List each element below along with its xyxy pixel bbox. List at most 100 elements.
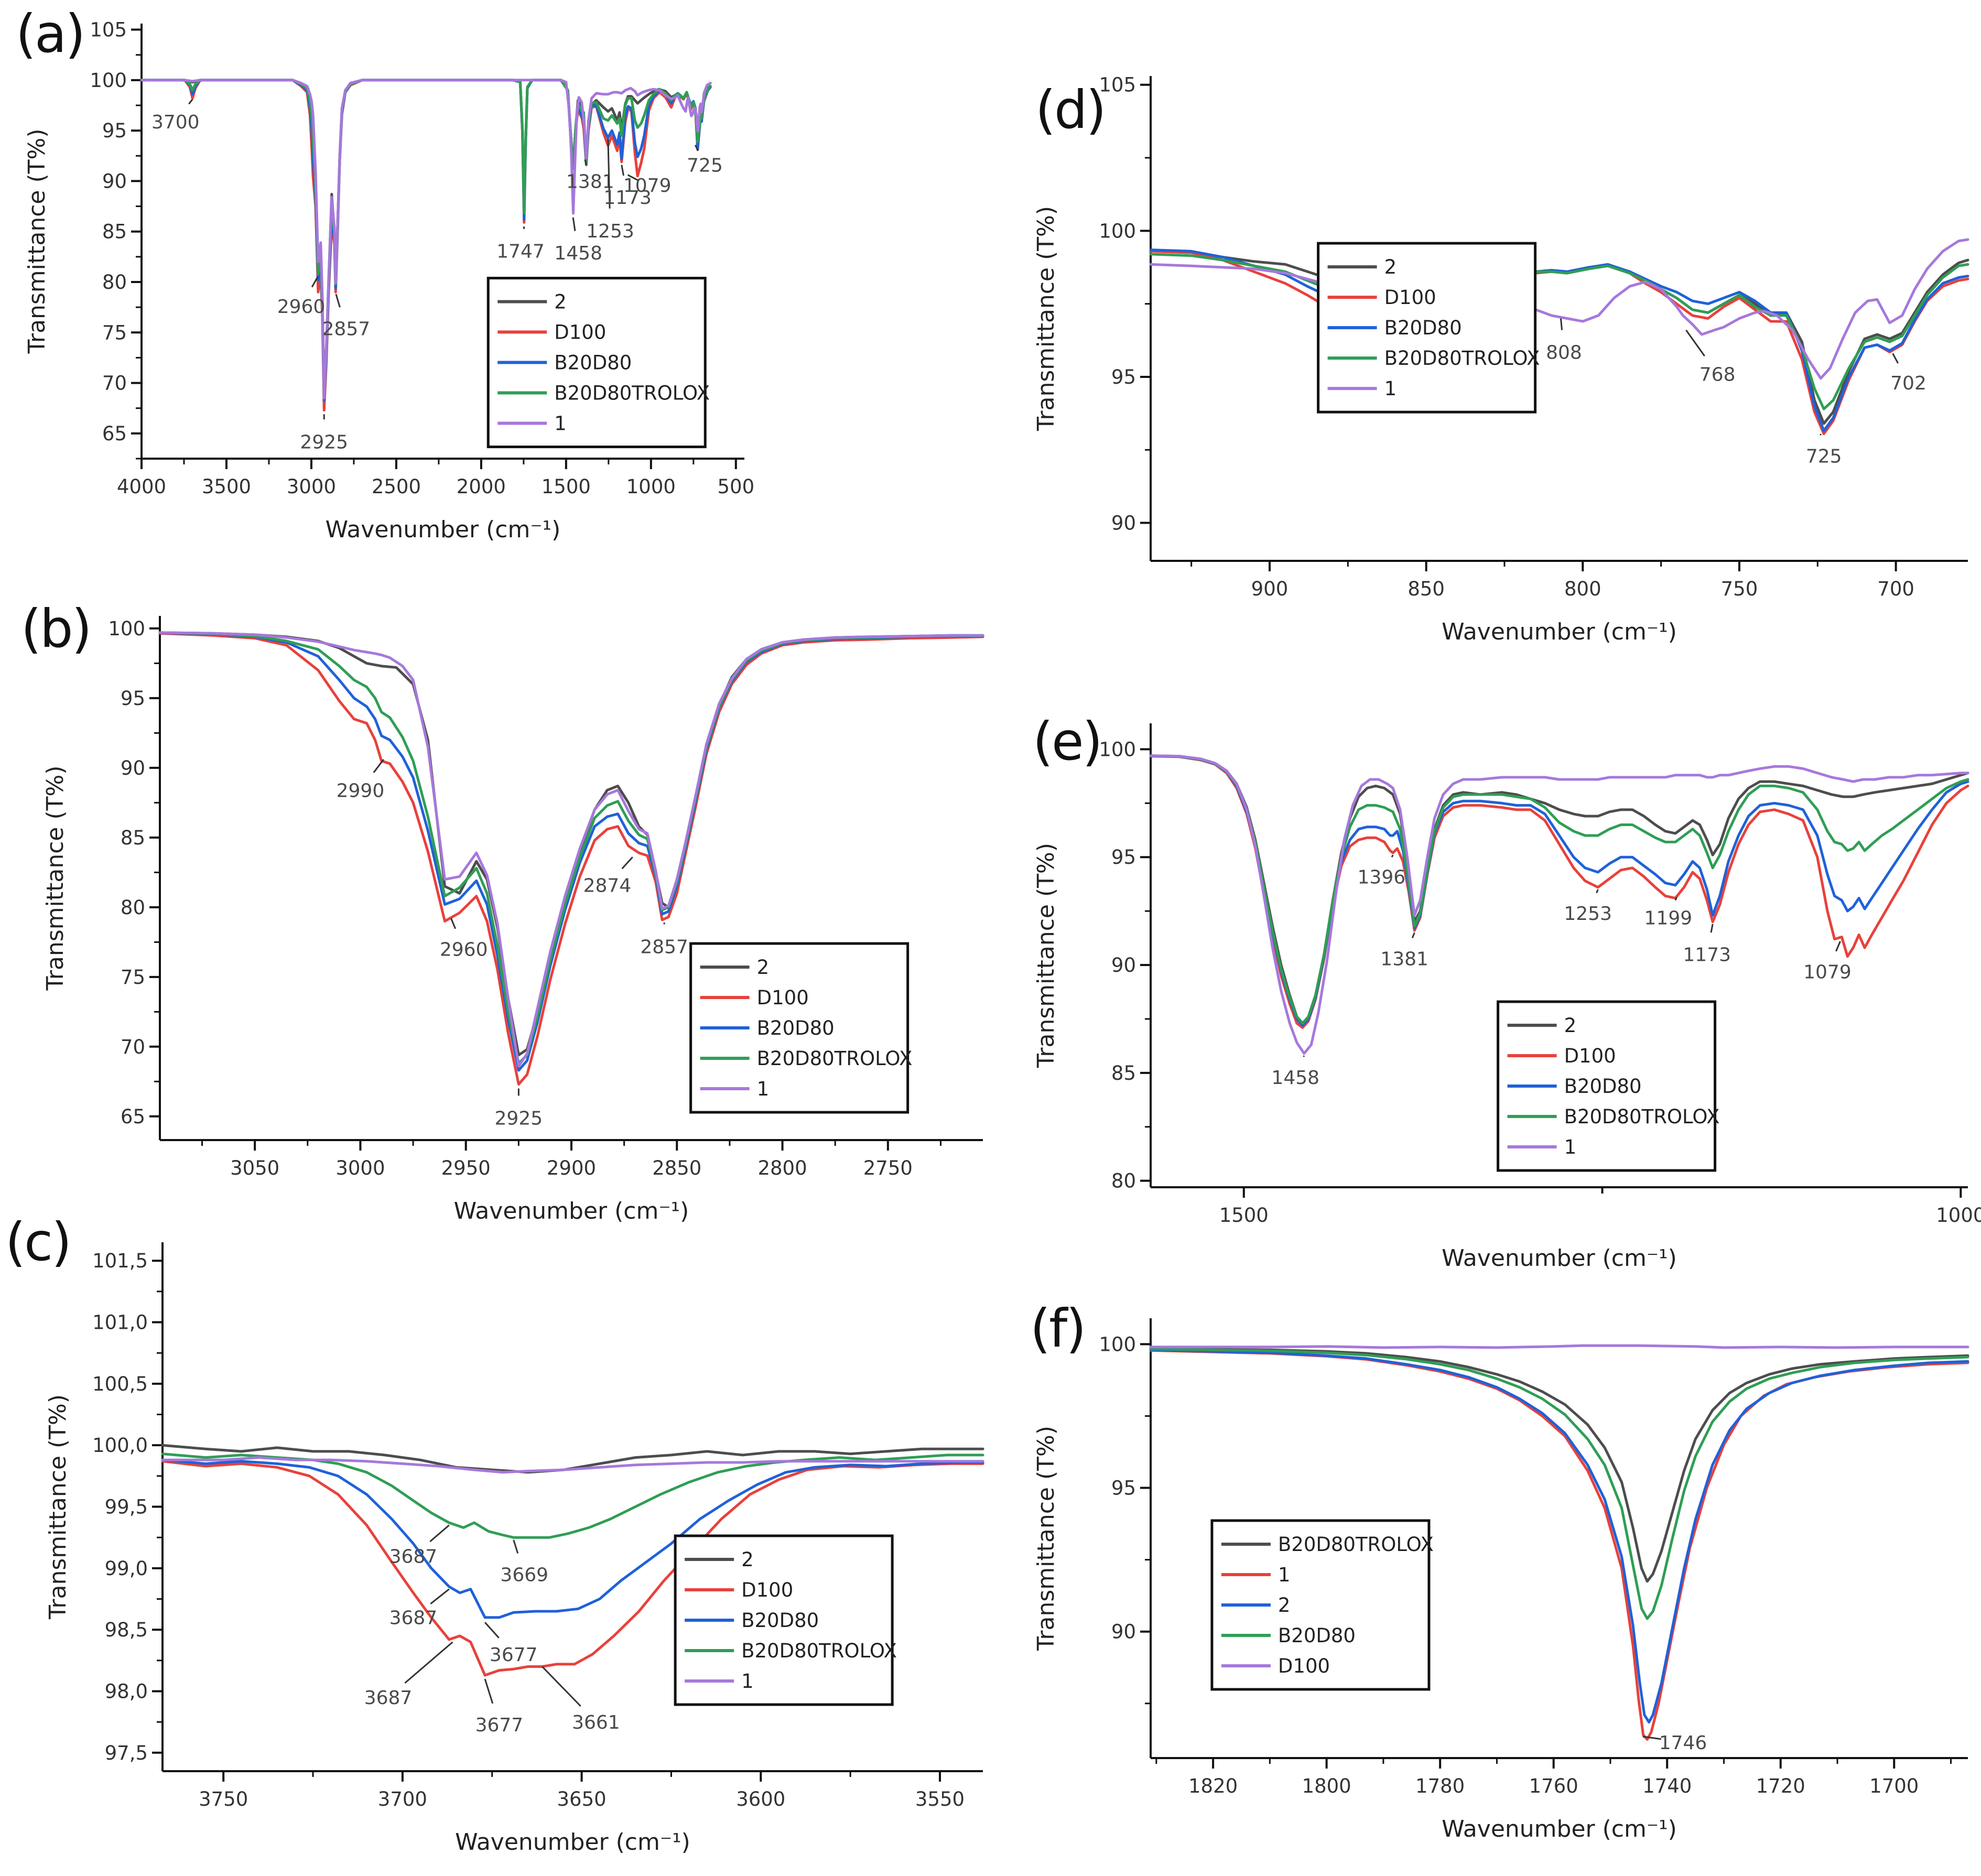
annotation-label: 3669 xyxy=(500,1565,548,1586)
annotation-label: 3677 xyxy=(475,1715,524,1736)
series-B20D80-line xyxy=(1149,248,1969,432)
y-tick-label: 97,5 xyxy=(105,1742,148,1764)
x-tick-label: 2800 xyxy=(757,1157,807,1179)
series-B20D80TROLOX-line xyxy=(1149,754,1969,1025)
series-B20D80-line xyxy=(1149,1348,1969,1620)
annotation-leader xyxy=(188,99,193,105)
annotation-label: 1173 xyxy=(603,187,652,209)
panel-f-letter: (f) xyxy=(1030,1298,1086,1359)
y-tick-label: 90 xyxy=(1111,1621,1136,1643)
x-tick-label: 2900 xyxy=(547,1157,596,1179)
annotation-label: 1253 xyxy=(1564,903,1612,925)
x-tick-label: 2500 xyxy=(372,475,421,498)
annotation-leader xyxy=(1596,889,1599,894)
y-tick-label: 95 xyxy=(1111,366,1136,388)
legend-label: 2 xyxy=(1278,1594,1291,1617)
annotation-leader xyxy=(1685,329,1705,357)
annotation-label: 2960 xyxy=(277,296,326,318)
x-tick-label: 3750 xyxy=(199,1788,248,1810)
y-tick-label: 90 xyxy=(1111,954,1136,977)
annotation-leader xyxy=(584,159,587,165)
y-axis-title: Transmittance (T%) xyxy=(42,766,69,991)
y-tick-label: 98,0 xyxy=(105,1680,148,1703)
legend-label: B20D80TROLOX xyxy=(1384,347,1540,370)
x-tick-label: 2000 xyxy=(457,475,506,498)
panel-b: (b) 3050 3000 2950 2900 2850 2800 2750 65 70 75 80… xyxy=(5,584,996,1255)
legend-label: B20D80 xyxy=(1564,1075,1642,1098)
annotation-label: 3700 xyxy=(151,112,200,133)
legend-label: D100 xyxy=(741,1579,793,1601)
series-2-line xyxy=(1149,1348,1969,1723)
legend-label: 1 xyxy=(1278,1564,1291,1586)
annotation-label: 1079 xyxy=(623,175,672,197)
annotation-label: 1173 xyxy=(1683,944,1731,966)
annotation-label: 3687 xyxy=(389,1546,438,1567)
annotation-label: 3677 xyxy=(490,1644,538,1666)
x-tick-label: 1000 xyxy=(1936,1204,1981,1227)
annotation-leader xyxy=(542,1666,581,1707)
y-axis-title: Transmittance (T%) xyxy=(1033,843,1059,1068)
legend-label: D100 xyxy=(554,321,606,344)
annotation-label: 1396 xyxy=(1358,866,1406,888)
y-tick-label: 100 xyxy=(90,69,127,92)
annotation-label: 768 xyxy=(1699,364,1736,385)
legend: 2 D100 B20D80 B20D80TROLOX 1 xyxy=(1497,1000,1719,1172)
x-axis-title: Wavenumber (cm⁻¹) xyxy=(455,1829,690,1856)
x-tick-label: 3000 xyxy=(335,1157,385,1179)
x-axis-title: Wavenumber (cm⁻¹) xyxy=(454,1198,689,1224)
x-tick-label: 3700 xyxy=(378,1788,427,1810)
panel-f: (f) 1820 1800 1780 1760 1740 1720 1700 90 95 100 W… xyxy=(999,1266,1981,1876)
x-tick-label: 2750 xyxy=(863,1157,913,1179)
panel-e-chart: 1500 1000 80 85 90 95 100 Wavenumber (cm⁻¹) Tran… xyxy=(1033,723,1981,1272)
x-tick-label: 3000 xyxy=(287,475,336,498)
y-tick-label: 90 xyxy=(1111,512,1136,535)
y-tick-label: 95 xyxy=(102,120,127,142)
panel-b-chart: 3050 3000 2950 2900 2850 2800 2750 65 70 75 80 85 90… xyxy=(42,616,984,1224)
x-axis-title: Wavenumber (cm⁻¹) xyxy=(1442,1816,1677,1842)
y-tick-label: 90 xyxy=(102,170,127,192)
panel-e: (e) 1500 1000 80 85 90 95 100 Wavenumber (cm⁻¹)… xyxy=(999,679,1981,1308)
legend-label: B20D80 xyxy=(741,1609,819,1632)
annotation-label: 702 xyxy=(1890,373,1926,394)
y-tick-label: 99,5 xyxy=(105,1496,148,1519)
annotation-leader xyxy=(1411,932,1415,939)
x-tick-label: 900 xyxy=(1251,578,1289,600)
legend: 2 D100 B20D80 B20D80TROLOX 1 xyxy=(674,1534,897,1706)
y-tick-label: 95 xyxy=(121,687,145,710)
annotation-leader xyxy=(621,165,625,176)
x-tick-label: 1700 xyxy=(1869,1775,1919,1797)
annotation-leader xyxy=(1835,941,1841,952)
x-axis-title: Wavenumber (cm⁻¹) xyxy=(326,516,561,543)
panel-d-letter: (d) xyxy=(1035,79,1107,140)
panel-a-letter: (a) xyxy=(16,3,85,64)
panel-e-letter: (e) xyxy=(1033,711,1103,772)
annotation-leader xyxy=(621,856,633,870)
series-1-line xyxy=(140,79,712,399)
y-tick-label: 100,5 xyxy=(92,1373,148,1395)
panel-f-chart: 1820 1800 1780 1760 1740 1720 1700 90 95 100 Waven… xyxy=(1033,1318,1969,1842)
series-1-line xyxy=(1149,754,1969,1055)
annotation-leader xyxy=(627,174,638,181)
legend-label: 1 xyxy=(757,1078,770,1100)
legend-label: B20D80TROLOX xyxy=(757,1047,913,1070)
panel-d-chart: 900 850 800 750 700 90 95 100 105 Wavenumber (cm⁻… xyxy=(1033,74,1969,645)
panel-b-letter: (b) xyxy=(21,598,92,659)
y-tick-label: 100,0 xyxy=(92,1434,148,1457)
annotation-leader xyxy=(373,759,384,773)
series-1-line xyxy=(158,631,984,1068)
annotation-label: 1747 xyxy=(496,241,545,262)
panel-a: (a) 4000 3500 3000 2500 2000 1500 1000 500 65 70 7… xyxy=(13,0,768,566)
annotation-leader xyxy=(450,918,457,929)
legend-label: B20D80TROLOX xyxy=(554,382,710,405)
legend-label: 2 xyxy=(1384,256,1397,278)
legend-label: B20D80TROLOX xyxy=(1278,1533,1434,1556)
x-axis-title: Wavenumber (cm⁻¹) xyxy=(1442,1245,1677,1272)
annotation-leader xyxy=(607,138,611,209)
series-D100-line xyxy=(1149,755,1969,1029)
x-tick-label: 1500 xyxy=(542,475,591,498)
y-tick-label: 90 xyxy=(121,757,145,779)
series-B20D80TROLOX-line xyxy=(1149,1347,1969,1583)
legend-label: D100 xyxy=(757,986,809,1009)
legend-label: 1 xyxy=(554,413,567,435)
